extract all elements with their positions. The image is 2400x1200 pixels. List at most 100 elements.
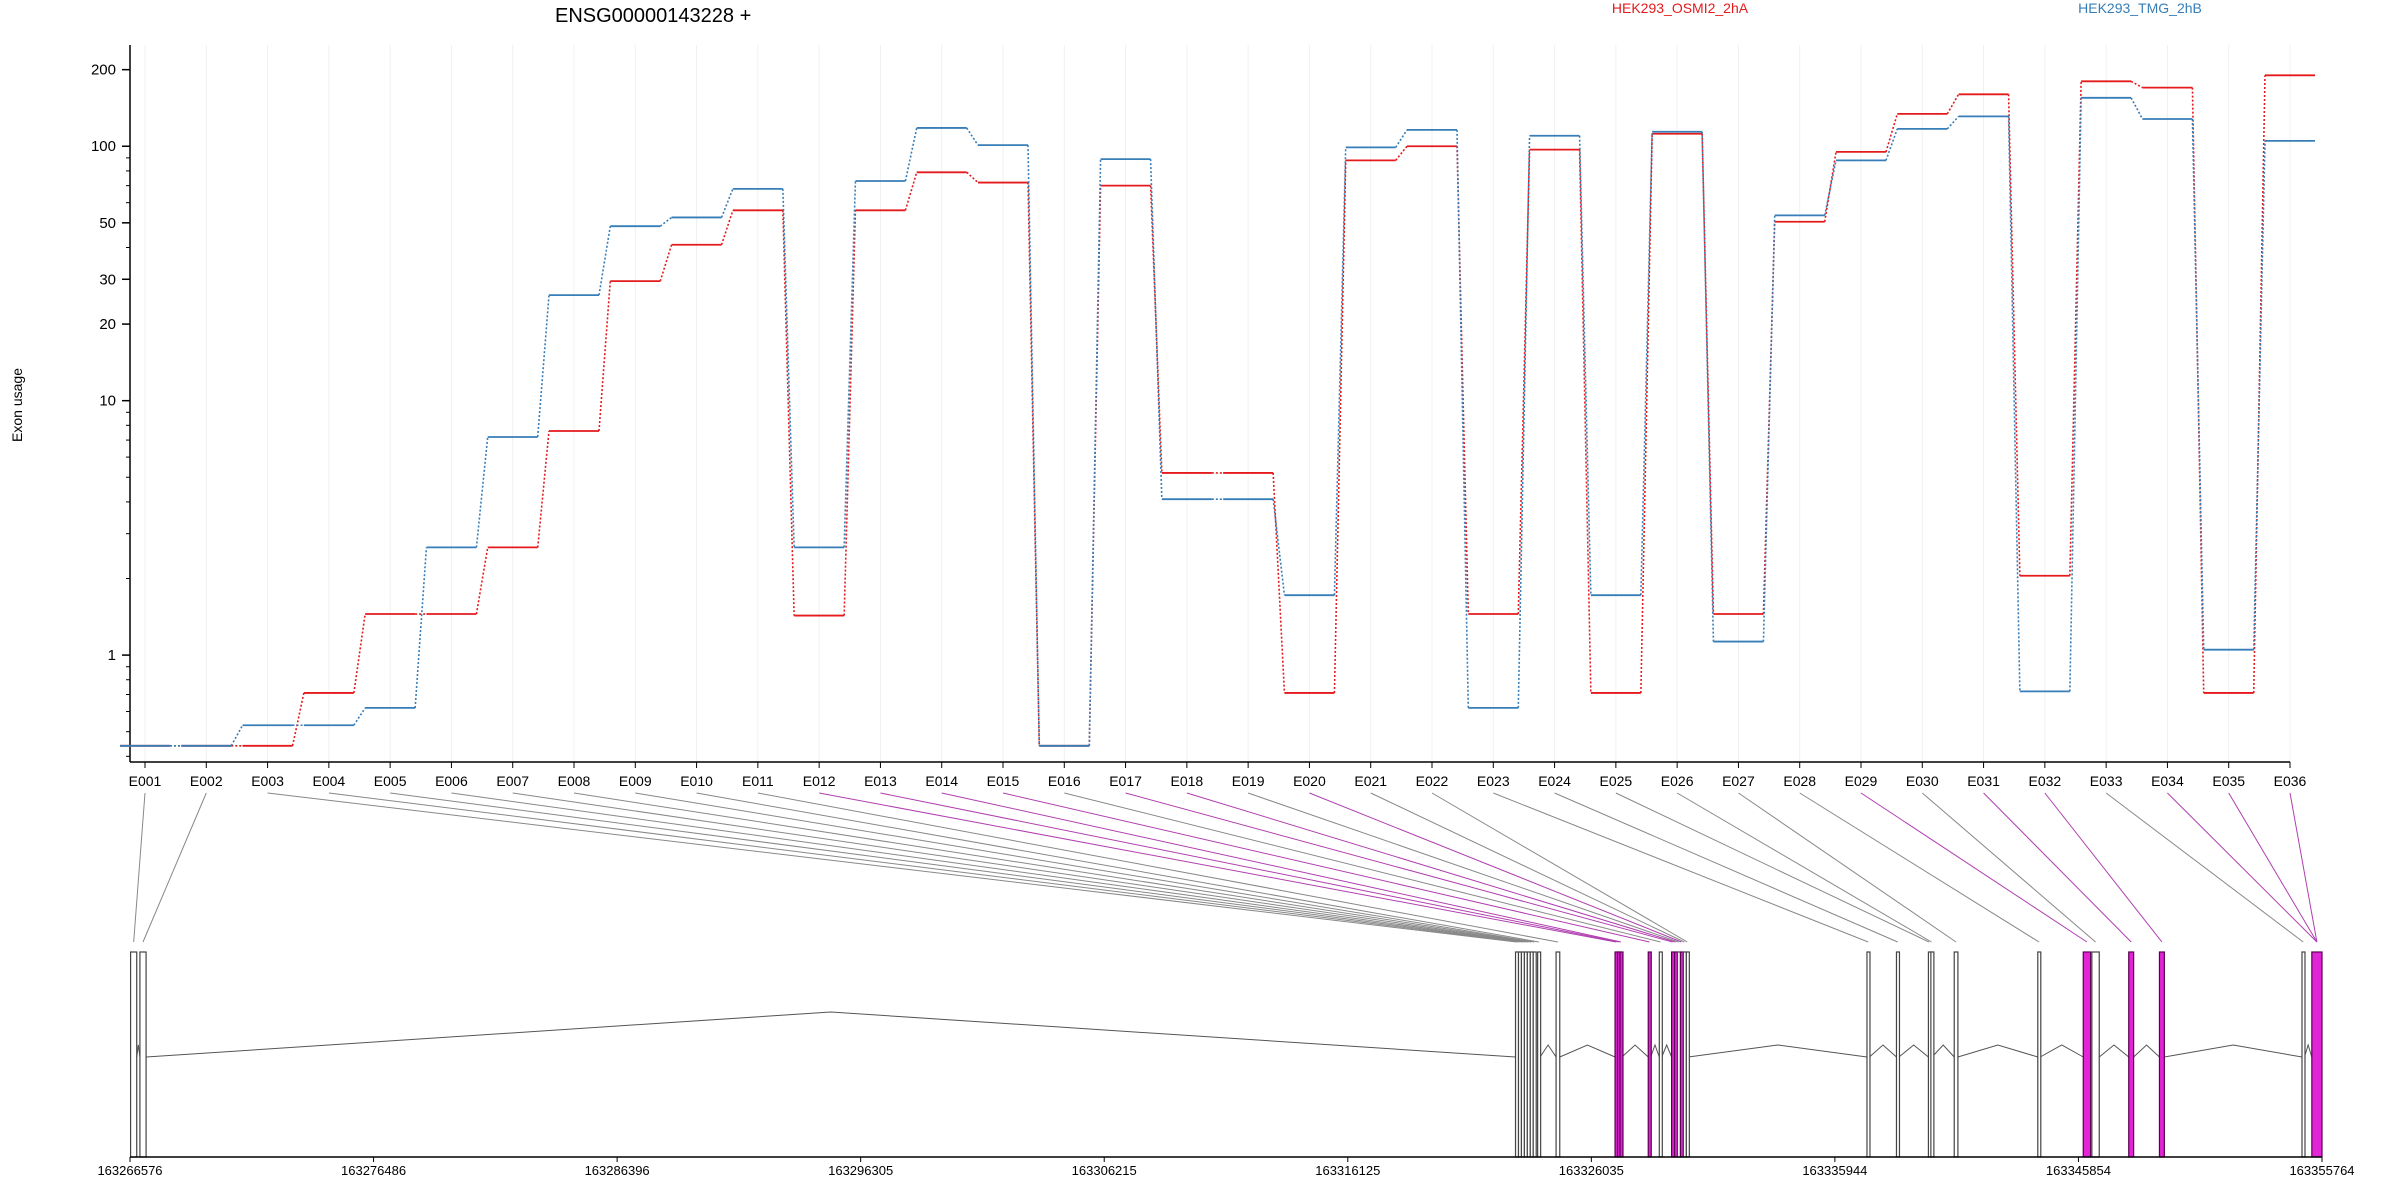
- exon-connector: [1247, 792, 1679, 943]
- exon-box-highlighted: [2128, 951, 2135, 1158]
- exon-connector: [1738, 792, 1957, 943]
- series-connector: [1823, 160, 1837, 216]
- intron-line: [1650, 1043, 1660, 1058]
- x-tick-label: E034: [2151, 773, 2184, 789]
- x-tick-label: E011: [742, 773, 774, 789]
- series-connector: [230, 724, 244, 747]
- y-tick-label: 1: [108, 647, 116, 664]
- series-connector: [1517, 135, 1531, 708]
- chart-title: ENSG00000143228 +: [555, 5, 751, 27]
- intron-line: [1621, 1044, 1649, 1058]
- series-connector: [659, 244, 673, 282]
- series-connector: [843, 210, 857, 616]
- legend-entry-tmg: HEK293_TMG_2hB: [2078, 0, 2202, 16]
- genomic-tick-label: 163335944: [1802, 1163, 1867, 1178]
- x-tick-label: E007: [496, 773, 529, 789]
- y-axis-label: Exon usage: [9, 368, 25, 442]
- intron-line: [1661, 1043, 1673, 1058]
- series-connector: [1456, 129, 1470, 708]
- exon-connector: [696, 792, 1539, 943]
- exon-connector: [819, 792, 1617, 943]
- exon-connector: [2228, 792, 2318, 943]
- series-2: [120, 96, 2315, 747]
- exon-connector: [635, 792, 1535, 943]
- series-connector: [1088, 159, 1102, 746]
- series-connector: [475, 436, 489, 548]
- intron-line: [2098, 1044, 2130, 1058]
- series-connector: [1027, 182, 1041, 746]
- series-connector: [2191, 87, 2205, 693]
- series-connector: [353, 707, 366, 726]
- legend-entry-osmi2: HEK293_OSMI2_2hA: [1612, 0, 1749, 16]
- y-tick-label: 50: [99, 215, 116, 232]
- exon-box: [1658, 951, 1663, 1158]
- x-tick-label: E014: [925, 773, 958, 789]
- x-tick-label: E025: [1600, 773, 1633, 789]
- series-connector: [1946, 115, 1960, 130]
- series-connector: [904, 172, 918, 211]
- x-tick-label: E036: [2274, 773, 2307, 789]
- intron-line: [1931, 1044, 1955, 1058]
- gene-model-track: [129, 951, 2323, 1158]
- series-connector: [598, 281, 612, 432]
- exon-connector: [2105, 792, 2304, 943]
- y-tick-label: 20: [99, 316, 116, 333]
- x-tick-label: E016: [1048, 773, 1081, 789]
- exon-box-highlighted: [1647, 951, 1652, 1158]
- x-tick-label: E033: [2090, 773, 2123, 789]
- series-connector: [2069, 81, 2082, 576]
- series-connector: [536, 430, 550, 548]
- x-tick-label: E021: [1354, 773, 1387, 789]
- x-tick-label: E003: [251, 773, 284, 789]
- genomic-tick-label: 163276486: [341, 1163, 406, 1178]
- series-connector: [1885, 113, 1899, 153]
- exon-connector: [1125, 792, 1673, 943]
- series-connector: [2252, 140, 2266, 650]
- x-tick-label: E005: [374, 773, 407, 789]
- series-connector: [2007, 116, 2021, 692]
- exon-box: [1930, 951, 1935, 1158]
- y-axis: 200 100 50 30 20 10 1: [91, 45, 131, 762]
- x-tick-label: E020: [1293, 773, 1326, 789]
- exon-box: [1555, 951, 1561, 1158]
- exon-connector: [1554, 792, 1898, 943]
- series-connector: [353, 613, 366, 694]
- x-tick-label: E019: [1232, 773, 1265, 789]
- series-connector: [782, 210, 795, 616]
- y-tick-label: 30: [99, 271, 116, 288]
- intron-line: [146, 1011, 1516, 1058]
- exon-connector: [1615, 792, 1930, 943]
- exon-box-highlighted: [2158, 951, 2165, 1158]
- genomic-tick-label: 163345854: [2046, 1163, 2111, 1178]
- exon-box: [1532, 951, 1537, 1158]
- series-connector: [1640, 131, 1653, 596]
- x-tick-label: E002: [190, 773, 223, 789]
- x-tick-label: E024: [1538, 773, 1571, 789]
- series-connector: [2069, 97, 2082, 692]
- series-connector: [1701, 131, 1715, 642]
- series-connector: [1885, 128, 1899, 161]
- x-tick-label: E017: [1109, 773, 1142, 789]
- x-tick-label: E013: [864, 773, 897, 789]
- series-connector: [1272, 472, 1286, 693]
- exon-connector: [2167, 792, 2318, 943]
- x-tick-label: E032: [2029, 773, 2062, 789]
- y-tick-label: 200: [91, 62, 116, 79]
- exon-connector: [880, 792, 1619, 943]
- x-tick-label: E030: [1906, 773, 1939, 789]
- intron-line: [1559, 1044, 1616, 1058]
- exon-box: [2091, 951, 2100, 1158]
- series-1: [120, 74, 2315, 747]
- genomic-tick-label: 163326035: [1559, 1163, 1624, 1178]
- exon-connector: [573, 792, 1532, 943]
- exon-box-highlighted: [1619, 951, 1624, 1158]
- exon-box: [1895, 951, 1901, 1158]
- exon-connector: [451, 792, 1526, 943]
- exon-connector: [267, 792, 1517, 943]
- exon-box: [129, 951, 138, 1158]
- exon-box: [1866, 951, 1871, 1158]
- intron-line: [2133, 1044, 2160, 1058]
- exon-box-highlighted: [2311, 951, 2323, 1158]
- x-tick-label: E015: [987, 773, 1020, 789]
